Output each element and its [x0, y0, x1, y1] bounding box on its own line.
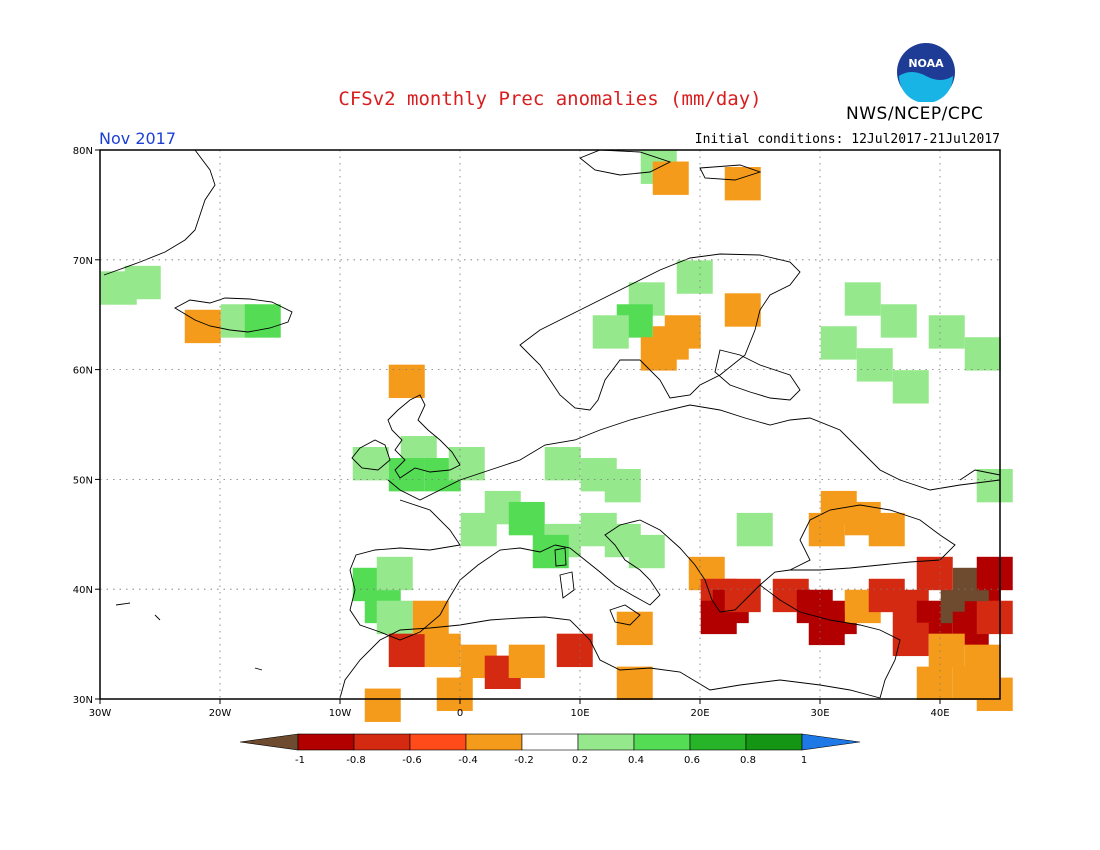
anomaly-cell — [928, 633, 965, 668]
anomaly-cell — [724, 293, 761, 327]
legend-label: -0.6 — [402, 755, 422, 766]
anomaly-cell — [916, 556, 953, 591]
anomaly-cell — [820, 326, 857, 360]
anomaly-cell — [604, 468, 641, 503]
lat-label: 60N — [73, 366, 93, 377]
anomaly-cell — [928, 315, 965, 349]
anomaly-cell — [184, 309, 221, 344]
anomaly-cell — [388, 457, 425, 492]
lon-label: 30W — [89, 708, 112, 719]
map-frame — [99, 149, 1001, 700]
legend-label: 0.2 — [572, 755, 588, 766]
noaa-logo-text: NOAA — [908, 57, 944, 70]
agency-label: NWS/NCEP/CPC — [846, 104, 984, 124]
forecast-period: Nov 2017 — [99, 129, 177, 148]
anomaly-cell — [364, 688, 401, 722]
legend-label: -1 — [295, 755, 305, 766]
legend-label: 0.8 — [740, 755, 756, 766]
lon-label: 40E — [930, 708, 949, 719]
anomaly-cell — [868, 512, 905, 547]
lat-label: 40N — [73, 585, 93, 596]
legend-arrow-high — [801, 733, 861, 751]
legend-swatch — [745, 733, 803, 751]
anomaly-cell — [976, 468, 1013, 503]
graticule — [100, 150, 1000, 699]
anomaly-cell — [424, 633, 461, 668]
anomaly-cell — [508, 644, 545, 679]
legend-swatch — [633, 733, 691, 751]
anomaly-cell — [808, 611, 845, 646]
anomaly-cell — [100, 271, 137, 305]
anomaly-cell — [388, 364, 425, 399]
anomaly-cell — [844, 282, 881, 316]
legend-label: 1 — [801, 755, 807, 766]
legend-label: -0.8 — [346, 755, 366, 766]
anomaly-cell — [616, 611, 653, 646]
anomaly-cell — [976, 677, 1013, 711]
anomaly-cell — [724, 578, 761, 613]
anomaly-cell — [592, 315, 629, 349]
anomaly-cell — [676, 260, 713, 294]
legend-label: 0.6 — [684, 755, 700, 766]
axis-labels: 80N 70N 60N 50N 40N 30N 30W 20W 10W 0 10E 20E 30E 40E — [73, 146, 950, 719]
color-legend: -1 -0.8 -0.6 -0.4 -0.2 0.2 0.4 0.6 0.8 1 — [239, 733, 861, 766]
lat-label: 50N — [73, 475, 93, 486]
legend-swatch — [577, 733, 635, 751]
anomaly-cell — [448, 447, 485, 481]
anomaly-cell — [916, 666, 953, 700]
lon-label: 10E — [570, 708, 589, 719]
anomaly-cell — [652, 161, 689, 195]
legend-label: 0.4 — [628, 755, 644, 766]
anomaly-patches — [100, 150, 1013, 722]
anomaly-cell — [736, 512, 773, 547]
anomaly-cell — [544, 447, 581, 481]
lon-label: 10W — [329, 708, 352, 719]
anomaly-cell — [628, 534, 665, 569]
lat-label: 80N — [73, 146, 93, 157]
initial-conditions: Initial conditions: 12Jul2017-21Jul2017 — [694, 132, 1000, 147]
anomaly-cell — [808, 512, 845, 547]
legend-swatch — [521, 733, 579, 751]
anomaly-cell — [388, 633, 425, 668]
legend-swatch — [465, 733, 523, 751]
anomaly-cell — [460, 512, 497, 547]
anomaly-cell — [508, 501, 545, 536]
anomaly-cell — [976, 556, 1013, 591]
anomaly-cell — [976, 600, 1013, 635]
anomaly-cell — [616, 666, 653, 700]
legend-swatch — [297, 733, 355, 751]
lon-label: 30E — [810, 708, 829, 719]
lat-label: 70N — [73, 256, 93, 267]
anomaly-cell — [856, 348, 893, 382]
anomaly-cell — [892, 370, 929, 404]
legend-arrow-low — [239, 733, 299, 751]
lon-label: 0 — [457, 708, 463, 719]
anomaly-cell — [640, 337, 677, 371]
lon-label: 20E — [690, 708, 709, 719]
noaa-logo: NOAA — [896, 42, 956, 103]
anomaly-cell — [244, 304, 281, 338]
legend-swatch — [409, 733, 467, 751]
coastlines — [103, 149, 1001, 699]
legend-swatch — [353, 733, 411, 751]
lat-label: 30N — [73, 695, 93, 706]
anomaly-cell — [964, 337, 1001, 371]
legend-label: -0.2 — [514, 755, 534, 766]
anomaly-cell — [376, 556, 413, 591]
anomaly-cell — [880, 304, 917, 338]
anomaly-cell — [436, 677, 473, 711]
lon-label: 20W — [209, 708, 232, 719]
anomaly-cell — [352, 447, 389, 481]
legend-label: -0.4 — [458, 755, 478, 766]
map-title: CFSv2 monthly Prec anomalies (mm/day) — [338, 88, 762, 110]
anomaly-cell — [376, 600, 413, 635]
legend-swatch — [689, 733, 747, 751]
anomaly-cell — [724, 167, 761, 201]
anomaly-cell — [556, 633, 593, 668]
